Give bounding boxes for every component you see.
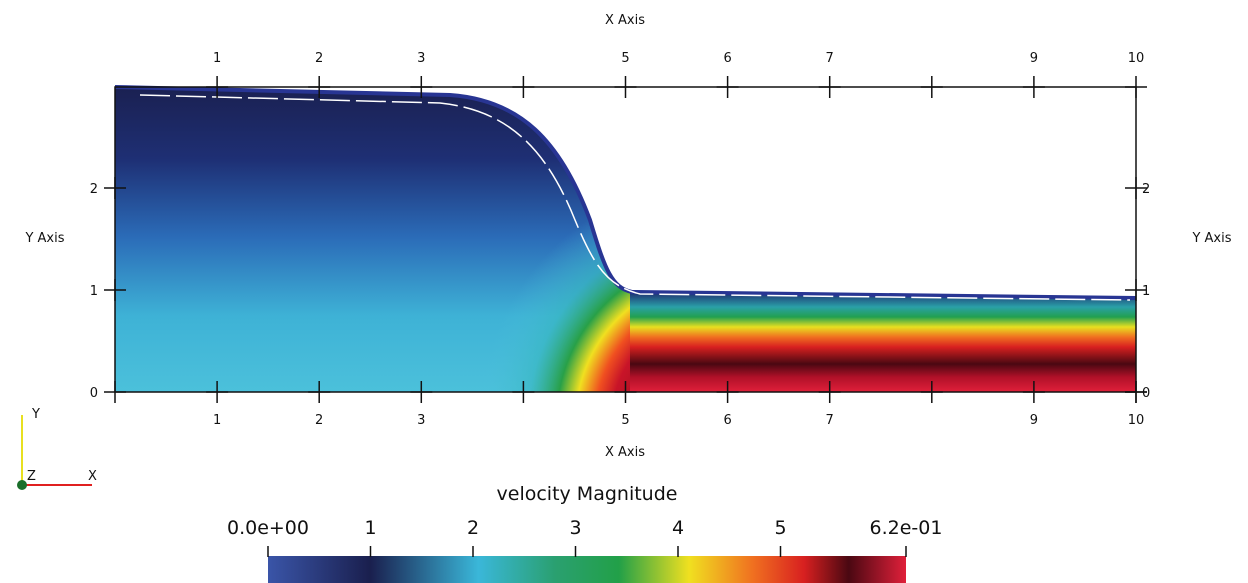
y-axis-title: Y Axis — [1191, 231, 1231, 246]
y-axis-title: Y Axis — [24, 231, 64, 246]
x-tick-label: 2 — [315, 51, 323, 66]
ticks — [104, 76, 1147, 403]
colorbar-labels: 0.0e+00 1 2 3 4 5 6.2e-01 — [227, 517, 942, 557]
colorbar-label: 1 — [364, 517, 376, 539]
colorbar-label: 6.2e-01 — [870, 517, 943, 539]
x-tick-label: 10 — [1128, 51, 1145, 66]
y-tick-label: 1 — [1142, 284, 1150, 299]
x-tick-label: 6 — [723, 413, 731, 428]
x-tick-label: 6 — [723, 51, 731, 66]
y-tick-label: 2 — [1142, 182, 1150, 197]
colorbar-label: 5 — [774, 517, 786, 539]
y-tick-label: 2 — [90, 182, 98, 197]
x-tick-label: 1 — [213, 413, 221, 428]
x-tick-label: 9 — [1030, 51, 1038, 66]
y-tick-label: 0 — [1142, 386, 1150, 401]
x-tick-label: 7 — [826, 51, 834, 66]
velocity-field — [115, 87, 1136, 392]
axis-label: Z — [27, 469, 36, 484]
axis-label: Y — [31, 407, 40, 422]
x-tick-label: 7 — [826, 413, 834, 428]
orientation-axes: Y Z X — [17, 407, 97, 490]
colorbar-label: 2 — [467, 517, 479, 539]
colorbar-label: 4 — [672, 517, 684, 539]
colorbar-title: velocity Magnitude — [497, 483, 678, 505]
tick-labels: 1 1 2 2 3 3 5 5 6 6 7 7 9 9 10 10 0 0 1 1 2 2 — [90, 51, 1151, 428]
x-tick-label: 10 — [1128, 413, 1145, 428]
x-tick-label: 1 — [213, 51, 221, 66]
x-axis-title: X Axis — [605, 445, 645, 460]
colorbar-label: 3 — [569, 517, 581, 539]
colorbar-label: 0.0e+00 — [227, 517, 309, 539]
colorbar — [268, 556, 906, 583]
x-tick-label: 3 — [417, 51, 425, 66]
y-tick-label: 1 — [90, 284, 98, 299]
y-tick-label: 0 — [90, 386, 98, 401]
x-tick-label: 9 — [1030, 413, 1038, 428]
x-tick-label: 2 — [315, 413, 323, 428]
streamline — [139, 94, 1131, 301]
x-tick-label: 5 — [621, 51, 629, 66]
axis-label: X — [88, 469, 97, 484]
x-tick-label: 5 — [621, 413, 629, 428]
x-axis-title: X Axis — [605, 13, 645, 28]
x-tick-label: 3 — [417, 413, 425, 428]
